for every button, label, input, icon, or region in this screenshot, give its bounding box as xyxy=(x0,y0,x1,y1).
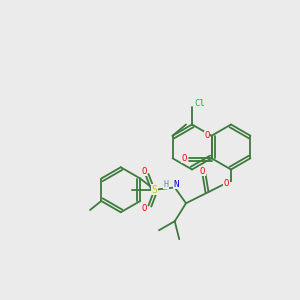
Text: O: O xyxy=(141,204,147,213)
Text: S: S xyxy=(152,185,158,195)
Text: H: H xyxy=(163,180,168,189)
Text: O: O xyxy=(204,131,210,140)
Text: O: O xyxy=(200,167,205,176)
Text: O: O xyxy=(141,167,147,176)
Text: O: O xyxy=(224,179,229,188)
Text: O: O xyxy=(182,154,187,163)
Text: N: N xyxy=(174,180,179,189)
Text: Cl: Cl xyxy=(194,99,205,108)
